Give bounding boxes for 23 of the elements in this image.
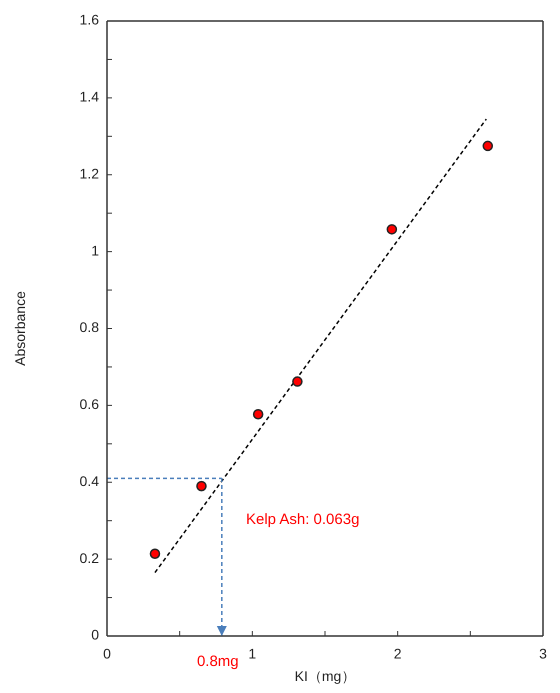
y-tick-label: 0.8 [80, 319, 100, 336]
point [196, 480, 207, 492]
y-tick-label: 1.4 [80, 88, 100, 105]
y-tick-label: 0.4 [80, 472, 100, 489]
x-axis-title: KI（mg） [294, 668, 356, 684]
y-tick-label: 0.2 [80, 550, 100, 566]
annotation: Kelp Ash: 0.063g [246, 511, 360, 528]
ref-line-label: 0.8mg [196, 653, 239, 670]
y-tick-label: 1 [91, 242, 100, 258]
point [386, 224, 398, 235]
y-tick-label: 1.2 [80, 165, 100, 182]
point [292, 376, 303, 387]
y-tick-label: 0 [91, 626, 100, 643]
y-axis-title: Absorbance [12, 290, 28, 366]
x-tick-label: 3 [539, 645, 548, 662]
point [482, 140, 494, 152]
point [252, 408, 264, 420]
x-tick-label: 1 [248, 645, 256, 662]
point [150, 548, 160, 559]
y-tick-label: 1.6 [80, 12, 100, 28]
x-tick-label: 0 [103, 645, 112, 662]
y-tick-label: 0.6 [80, 396, 100, 412]
x-tick-label: 2 [394, 645, 402, 662]
